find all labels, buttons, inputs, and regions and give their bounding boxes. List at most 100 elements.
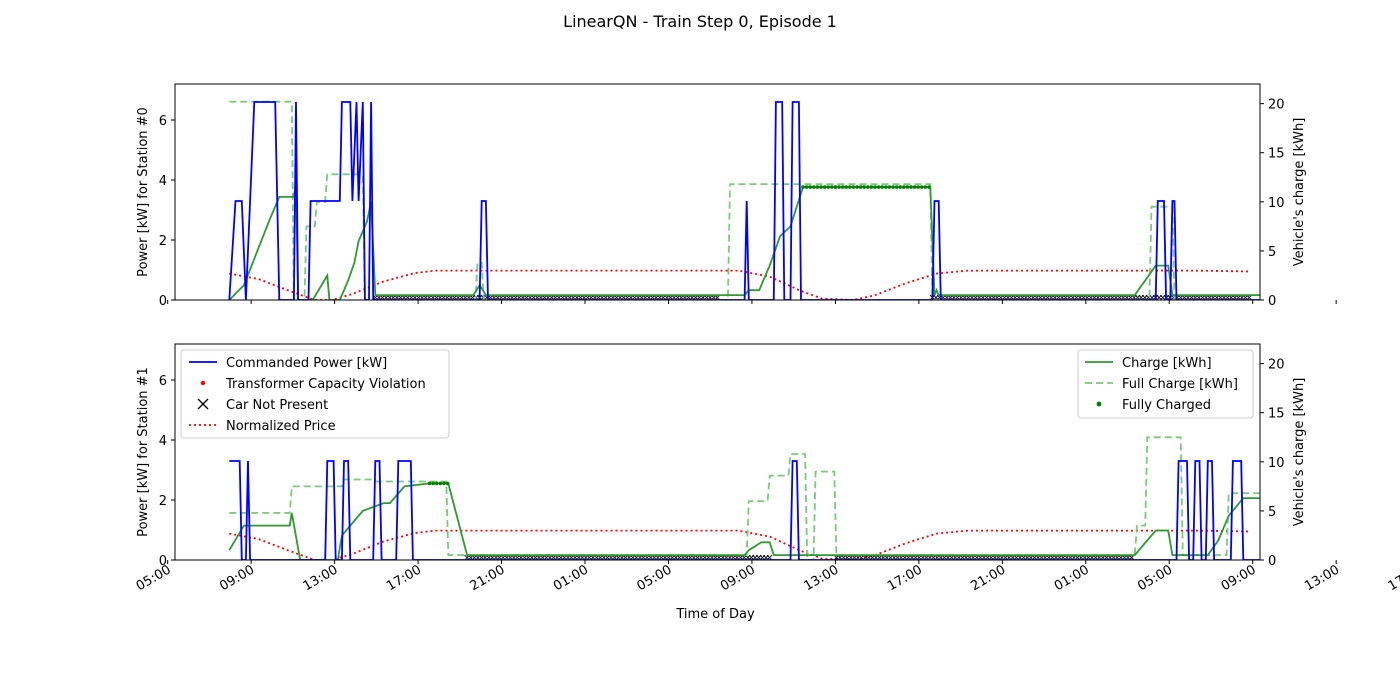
fully-charged-marker: [909, 185, 913, 189]
fully-charged-marker: [898, 185, 902, 189]
legend-label: Charge [kWh]: [1122, 356, 1212, 371]
fully-charged-marker: [884, 185, 888, 189]
fully-charged-marker: [866, 185, 870, 189]
legend-label: Car Not Present: [226, 398, 328, 413]
left-y-tick-label: 6: [159, 374, 167, 389]
right-y-tick-label: 0: [1268, 554, 1276, 569]
right-y-tick-label: 5: [1268, 245, 1276, 260]
x-tick-label: 01:00: [551, 562, 591, 594]
fully-charged-marker: [804, 185, 809, 189]
fully-charged-marker: [891, 185, 895, 189]
fully-charged-marker: [880, 185, 884, 189]
fully-charged-marker: [442, 481, 446, 486]
fully-charged-marker: [923, 185, 928, 189]
x-tick-label: 13:00: [801, 562, 841, 594]
fully-charged-marker: [435, 481, 439, 486]
legend-right-box: [1077, 349, 1254, 419]
x-tick-label: 17:00: [384, 562, 424, 594]
plot-frame: [174, 343, 1261, 561]
x-tick-label: 09:00: [1219, 562, 1259, 594]
left-y-tick-label: 6: [159, 114, 167, 129]
fully-charged-marker: [920, 185, 924, 189]
x-tick-label: 13:00: [1302, 562, 1342, 594]
left-y-axis-label: Power [kW] for Station #0: [136, 107, 151, 277]
plot-area: [228, 100, 1260, 300]
fully-charged-marker: [862, 185, 866, 189]
fully-charged-marker: [431, 481, 436, 486]
legend-item-fully_charged: Fully Charged: [1096, 398, 1211, 413]
fully-charged-marker: [894, 185, 899, 189]
plot-area: [228, 436, 1260, 560]
fully-charged-marker: [427, 481, 432, 486]
x-tick-label: 21:00: [968, 562, 1008, 594]
fully-charged-marker: [808, 185, 812, 189]
fully-charged-marker: [833, 185, 838, 189]
x-tick-label: 17:00: [1386, 562, 1400, 594]
legend-item-price: Normalized Price: [189, 419, 336, 434]
legend-item-charge: Charge [kWh]: [1085, 356, 1212, 371]
fully-charged-marker: [905, 185, 910, 189]
fully-charged-marker: [869, 185, 874, 189]
charge-line: [228, 482, 1260, 560]
legend-not-present-swatch: [197, 398, 209, 410]
left-y-axis-label: Power [kW] for Station #1: [136, 367, 151, 537]
fully-charged-marker: [858, 185, 863, 189]
x-tick-label: 13:00: [301, 562, 341, 594]
fully-charged-marker: [822, 185, 827, 189]
fully-charged-marker: [876, 185, 881, 189]
legend-right: Charge [kWh] Full Charge [kWh] Fully Charg…: [1077, 349, 1254, 419]
x-tick-label: 09:00: [718, 562, 758, 594]
left-y-tick-label: 2: [159, 234, 167, 249]
legend-item-power: Commanded Power [kW]: [189, 356, 387, 371]
fully-charged-marker: [826, 185, 830, 189]
x-tick-label: 09:00: [217, 562, 257, 594]
x-tick-label: 21:00: [468, 562, 508, 594]
x-tick-label: 05:00: [134, 562, 174, 594]
right-y-tick-label: 10: [1268, 456, 1285, 471]
legend-label: Fully Charged: [1122, 398, 1211, 413]
commanded-power-line: [228, 101, 1260, 300]
left-y-tick-label: 0: [159, 294, 167, 309]
plot-frame: [174, 83, 1261, 301]
legend-item-violation: Transformer Capacity Violation: [200, 377, 426, 392]
fully-charged-marker: [830, 185, 834, 189]
x-tick-label: 01:00: [1052, 562, 1092, 594]
right-y-tick-label: 0: [1268, 294, 1276, 309]
left-y-tick-label: 0: [159, 554, 167, 569]
legend-violation-swatch: [200, 380, 206, 386]
right-y-tick-label: 15: [1268, 407, 1285, 422]
fully-charged-marker: [840, 185, 845, 189]
legend-label: Normalized Price: [226, 419, 336, 434]
x-axis-label: Time of Day: [675, 607, 755, 622]
x-tick-label: 05:00: [635, 562, 675, 594]
legend-item-full_charge: Full Charge [kWh]: [1085, 377, 1238, 392]
commanded-power-line: [229, 460, 1260, 560]
fully-charged-marker: [801, 185, 805, 189]
fully-charged-marker: [873, 185, 877, 189]
fully-charged-marker: [916, 185, 920, 189]
legend-label: Transformer Capacity Violation: [225, 377, 426, 392]
legend-left: Commanded Power [kW] Transformer Capacity…: [180, 349, 450, 439]
fully-charged-marker: [844, 185, 848, 189]
fully-charged-marker: [927, 185, 931, 189]
legend-fully-charged-swatch: [1096, 401, 1102, 407]
left-y-tick-label: 2: [159, 494, 167, 509]
x-tick-label: 17:00: [885, 562, 925, 594]
full-charge-line: [229, 100, 1260, 300]
right-y-tick-label: 20: [1268, 358, 1285, 373]
left-y-tick-label: 4: [159, 434, 167, 449]
right-y-axis-label: Vehicle's charge [kWh]: [1292, 378, 1307, 527]
fully-charged-marker: [815, 185, 820, 189]
fully-charged-marker: [445, 481, 450, 486]
fully-charged-marker: [912, 185, 917, 189]
fully-charged-marker: [851, 185, 856, 189]
legend-item-not_present: Car Not Present: [197, 398, 328, 413]
fully-charged-marker: [837, 185, 841, 189]
fully-charged-marker: [887, 185, 892, 189]
station-1-panel: 0 2 4 6 0 5 10 15 20 Power [kW] for Station #1 Veh…: [134, 343, 1400, 622]
fully-charged-marker: [848, 185, 852, 189]
fully-charged-marker: [819, 185, 823, 189]
legend-left-box: [180, 349, 450, 439]
fully-charged-marker: [902, 185, 906, 189]
